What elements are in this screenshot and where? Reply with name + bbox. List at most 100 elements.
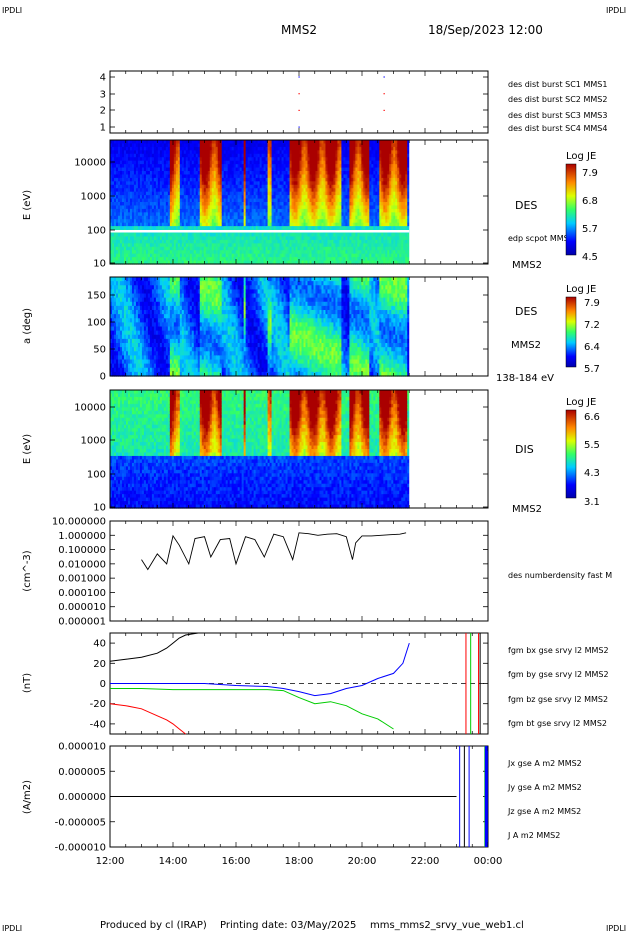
spectrogram-cell: [267, 160, 271, 165]
spectrogram-cell: [265, 233, 269, 238]
spectrogram-cell: [291, 219, 295, 224]
spectrogram-cell: [191, 222, 195, 227]
spectrogram-cell: [313, 177, 317, 182]
spectrogram-cell: [147, 215, 151, 220]
spectrogram-cell: [329, 184, 333, 189]
spectrogram-cell: [263, 146, 267, 151]
spectrogram-cell: [223, 181, 227, 186]
spectrogram-cell: [263, 150, 267, 155]
spectrogram-cell: [163, 181, 167, 186]
spectrogram-cell: [159, 167, 163, 172]
spectrogram-cell: [151, 233, 155, 238]
spectrogram-cell: [343, 250, 347, 255]
spectrogram-cell: [271, 188, 275, 193]
spectrogram-cell: [285, 202, 289, 207]
spectrogram-cell: [343, 205, 347, 210]
spectrogram-cell: [361, 222, 364, 227]
spectrogram-cell: [283, 246, 287, 251]
spectrogram-cell: [163, 150, 167, 155]
spectrogram-cell: [185, 222, 189, 227]
spectrogram-cell: [225, 243, 229, 248]
spectrogram-cell: [235, 150, 239, 155]
spectrogram-cell: [155, 202, 159, 207]
spectrogram-cell: [375, 202, 378, 207]
spectrogram-cell: [355, 260, 358, 265]
spectrogram-cell: [325, 150, 329, 155]
spectrogram-cell: [299, 198, 303, 203]
spectrogram-cell: [189, 215, 193, 220]
spectrogram-cell: [201, 222, 205, 227]
spectrogram-cell: [119, 167, 123, 172]
spectrogram-cell: [189, 202, 193, 207]
spectrogram-cell: [277, 150, 281, 155]
spectrogram-cell: [179, 253, 183, 258]
spectrogram-cell: [277, 226, 281, 231]
spectrogram-cell: [137, 246, 141, 251]
spectrogram-cell: [351, 195, 354, 200]
spectrogram-cell: [341, 260, 345, 265]
spectrogram-cell: [355, 219, 358, 224]
spectrogram-cell: [259, 177, 263, 182]
spectrogram-cell: [193, 243, 197, 248]
spectrogram-cell: [373, 140, 376, 145]
spectrogram-cell: [185, 212, 189, 217]
spectrogram-cell: [123, 239, 127, 244]
spectrogram-cell: [219, 212, 223, 217]
spectrogram-cell: [355, 198, 358, 203]
spectrogram-cell: [185, 219, 189, 224]
spectrogram-cell: [123, 222, 127, 227]
spectrogram-cell: [229, 198, 233, 203]
spectrogram-cell: [367, 157, 370, 162]
spectrogram-cell: [255, 146, 259, 151]
spectrogram-cell: [249, 226, 253, 231]
spectrogram-cell: [335, 167, 339, 172]
spectrogram-cell: [289, 243, 293, 248]
burst-point: [383, 93, 385, 95]
spectrogram-cell: [233, 260, 237, 265]
spectrogram-cell: [113, 146, 117, 151]
spectrogram-cell: [263, 215, 267, 220]
spectrogram-cell: [155, 188, 159, 193]
spectrogram-cell: [141, 212, 145, 217]
spectrogram-cell: [367, 153, 370, 158]
spectrogram-cell: [181, 167, 185, 172]
spectrogram-cell: [213, 257, 217, 262]
spectrogram-cell: [353, 257, 356, 262]
spectrogram-cell: [163, 257, 167, 262]
spectrogram-cell: [185, 171, 189, 176]
spectrogram-cell: [247, 143, 251, 148]
spectrogram-cell: [177, 195, 181, 200]
spectrogram-cell: [127, 195, 131, 200]
spectrogram-cell: [259, 208, 263, 213]
spectrogram-cell: [295, 208, 299, 213]
spectrogram-cell: [355, 236, 358, 241]
spectrogram-cell: [129, 177, 133, 182]
spectrogram-cell: [149, 153, 153, 158]
spectrogram-cell: [227, 140, 231, 145]
spectrogram-cell: [377, 184, 380, 189]
spectrogram-cell: [279, 253, 283, 258]
spectrogram-cell: [219, 191, 223, 196]
spectrogram-cell: [193, 150, 197, 155]
spectrogram-cell: [359, 212, 362, 217]
spectrogram-cell: [117, 140, 121, 145]
spectrogram-cell: [381, 226, 384, 231]
spectrogram-cell: [159, 174, 163, 179]
spectrogram-cell: [365, 160, 368, 165]
spectrogram-cell: [327, 164, 331, 169]
spectrogram-cell: [149, 146, 153, 151]
spectrogram-cell: [351, 222, 354, 227]
spectrogram-cell: [215, 157, 219, 162]
spectrogram-cell: [359, 160, 362, 165]
spectrogram-cell: [177, 205, 181, 210]
spectrogram-cell: [197, 243, 201, 248]
spectrogram-cell: [265, 260, 269, 265]
spectrogram-cell: [111, 184, 115, 189]
spectrogram-cell: [287, 239, 291, 244]
spectrogram-cell: [223, 174, 227, 179]
spectrogram-cell: [127, 188, 131, 193]
spectrogram-cell: [147, 191, 151, 196]
spectrogram-cell: [133, 205, 137, 210]
spectrogram-cell: [273, 171, 277, 176]
spectrogram-cell: [171, 150, 175, 155]
